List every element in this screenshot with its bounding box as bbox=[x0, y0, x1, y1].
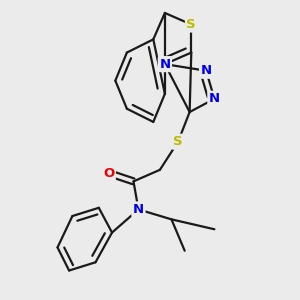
Text: O: O bbox=[103, 167, 114, 180]
Text: S: S bbox=[187, 18, 196, 31]
Text: S: S bbox=[173, 135, 183, 148]
Text: N: N bbox=[159, 58, 170, 70]
Text: N: N bbox=[133, 203, 144, 216]
Text: N: N bbox=[209, 92, 220, 105]
Text: N: N bbox=[201, 64, 212, 77]
